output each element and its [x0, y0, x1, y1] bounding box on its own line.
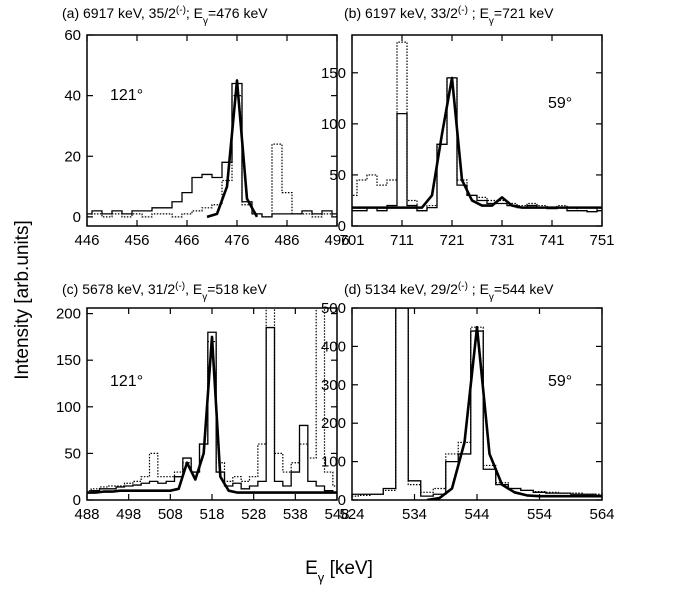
- panel-title: (a) 6917 keV, 35/2(-); Eγ=476 keV: [62, 5, 268, 27]
- x-tick-label: 476: [224, 232, 249, 249]
- panel: (b) 6197 keV, 33/2(-) ; Eγ=721 keV 59° 0 50…: [321, 5, 615, 250]
- plot-area: [352, 41, 602, 213]
- plot-area: [87, 308, 337, 494]
- y-tick-label: 150: [321, 65, 346, 82]
- spectrum-line: [352, 76, 602, 209]
- text-part: (d) 5134 keV, 29/2: [344, 281, 458, 297]
- spectrum-line: [352, 41, 602, 212]
- text-part: γ: [202, 292, 207, 303]
- x-tick-label: 518: [199, 506, 224, 523]
- y-axis-label: Intensity [arb.units]: [12, 220, 33, 379]
- y-tick-label: 400: [321, 338, 346, 355]
- y-tick-label: 40: [64, 88, 81, 105]
- x-tick-label: 534: [402, 506, 427, 523]
- x-tick-label: 486: [274, 232, 299, 249]
- angle-annotation: 121°: [110, 87, 143, 104]
- panel-title: (d) 5134 keV, 29/2(-) ; Eγ=544 keV: [344, 281, 554, 303]
- text-part: (c) 5678 keV, 31/2: [62, 281, 175, 297]
- x-tick-label: 548: [324, 506, 349, 523]
- plot-area: [352, 308, 602, 500]
- text-part: , E: [185, 281, 202, 297]
- x-tick-label: 446: [74, 232, 99, 249]
- plot-frame: [86, 307, 338, 501]
- plot-frame: [351, 34, 603, 227]
- text-part: [keV]: [324, 558, 373, 579]
- x-tick-label: 731: [489, 232, 514, 249]
- text-part: (-): [176, 5, 186, 16]
- text-part: =518 keV: [207, 281, 267, 297]
- y-tick-label: 0: [73, 492, 81, 509]
- panel: (a) 6917 keV, 35/2(-); Eγ=476 keV 121° 0 20…: [62, 5, 350, 250]
- plot-frame: [351, 307, 603, 501]
- x-tick-label: 721: [439, 232, 464, 249]
- text-part: ; E: [186, 5, 203, 21]
- spectrum-line: [87, 326, 337, 494]
- text-part: γ: [489, 292, 494, 303]
- spectrum-line: [87, 308, 337, 492]
- x-tick-label: 538: [283, 506, 308, 523]
- y-tick-label: 0: [73, 209, 81, 226]
- text-part: =476 keV: [208, 5, 268, 21]
- angle-annotation: 59°: [548, 95, 572, 112]
- text-part: (a) 6917 keV, 35/2: [62, 5, 176, 21]
- text-part: γ: [318, 570, 325, 585]
- angle-annotation: 59°: [548, 373, 572, 390]
- x-tick-label: 544: [464, 506, 489, 523]
- text-part: =721 keV: [494, 5, 554, 21]
- text-part: γ: [489, 16, 494, 27]
- text-part: (-): [175, 281, 185, 292]
- x-tick-label: 711: [390, 232, 414, 249]
- x-tick-label: 498: [116, 506, 141, 523]
- panel-title: (c) 5678 keV, 31/2(-), Eγ=518 keV: [62, 281, 267, 303]
- y-tick-label: 200: [56, 306, 81, 323]
- x-tick-label: 564: [589, 506, 614, 523]
- text-part: (-): [458, 281, 468, 292]
- y-tick-label: 100: [56, 399, 81, 416]
- panel: (c) 5678 keV, 31/2(-), Eγ=518 keV 121° 0 50…: [56, 281, 350, 524]
- x-tick-label: 741: [539, 232, 564, 249]
- x-tick-label: 508: [158, 506, 183, 523]
- y-tick-label: 100: [321, 454, 346, 471]
- x-tick-label: 751: [589, 232, 614, 249]
- text-part: ; E: [468, 5, 489, 21]
- plot-frame: [86, 34, 338, 227]
- y-tick-label: 50: [64, 445, 81, 462]
- text-part: (-): [458, 5, 468, 16]
- x-axis-label: Eγ [keV]: [305, 558, 373, 585]
- x-tick-label: 528: [241, 506, 266, 523]
- x-tick-label: 456: [124, 232, 149, 249]
- y-tick-label: 60: [64, 27, 81, 44]
- y-tick-label: 100: [321, 116, 346, 133]
- panel: (d) 5134 keV, 29/2(-) ; Eγ=544 keV 59° 0 10…: [321, 281, 615, 524]
- x-tick-label: 496: [324, 232, 349, 249]
- y-tick-label: 500: [321, 300, 346, 317]
- text-part: ; E: [468, 281, 489, 297]
- y-tick-label: 0: [338, 492, 346, 509]
- x-tick-label: 488: [74, 506, 99, 523]
- spectrum-line: [87, 95, 337, 218]
- text-part: E: [305, 558, 318, 579]
- text-part: (b) 6197 keV, 33/2: [344, 5, 458, 21]
- y-tick-label: 150: [56, 352, 81, 369]
- spectrum-line: [87, 335, 337, 494]
- angle-annotation: 121°: [110, 373, 143, 390]
- text-part: =544 keV: [494, 281, 554, 297]
- spectrum-line: [426, 325, 602, 500]
- text-part: γ: [203, 16, 208, 27]
- y-tick-label: 200: [321, 415, 346, 432]
- y-tick-label: 50: [329, 167, 346, 184]
- y-tick-label: 0: [338, 218, 346, 235]
- x-tick-label: 554: [527, 506, 552, 523]
- x-tick-label: 524: [339, 506, 364, 523]
- plot-area: [87, 79, 337, 219]
- y-tick-label: 300: [321, 377, 346, 394]
- x-tick-label: 701: [339, 232, 364, 249]
- panel-title: (b) 6197 keV, 33/2(-) ; Eγ=721 keV: [344, 5, 554, 27]
- x-tick-label: 466: [174, 232, 199, 249]
- y-tick-label: 20: [64, 148, 81, 165]
- spectrum-line: [206, 79, 259, 219]
